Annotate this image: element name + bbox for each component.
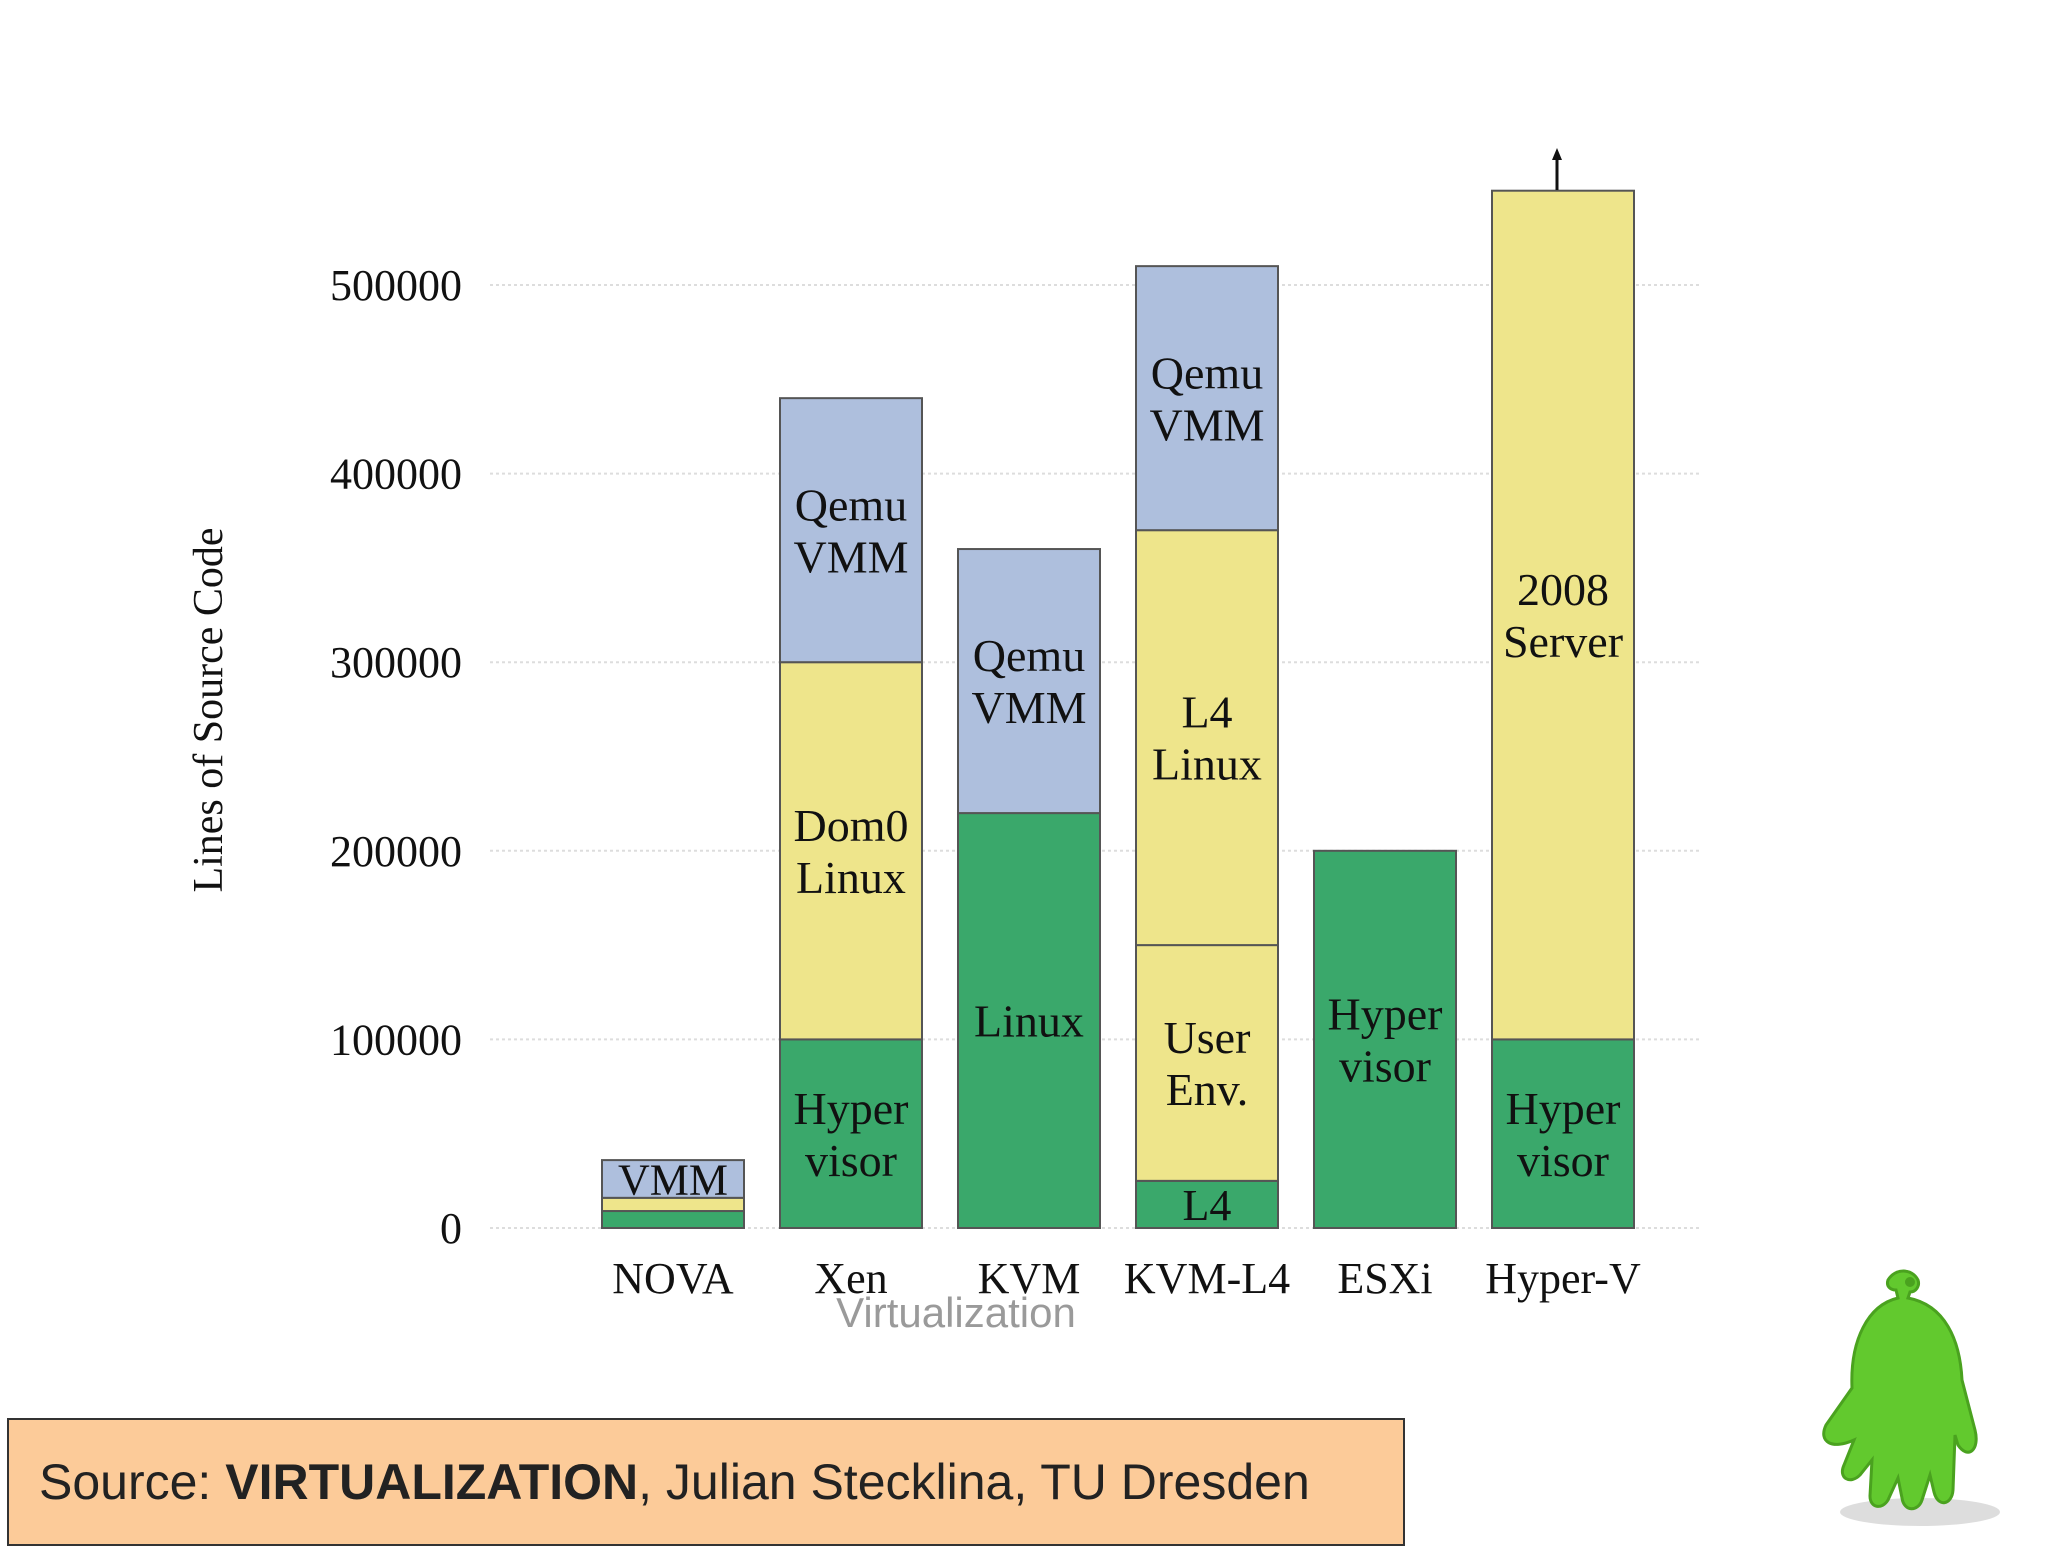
segment-label: 2008 Server bbox=[1503, 564, 1623, 667]
source-citation: Source: VIRTUALIZATION, Julian Stecklina… bbox=[7, 1418, 1405, 1546]
bar-kvm: Linux Qemu VMM bbox=[957, 548, 1101, 1230]
bar-segment bbox=[779, 1038, 923, 1230]
bar-segment bbox=[1135, 265, 1279, 532]
overflow-arrow-icon bbox=[1552, 148, 1562, 190]
bar-segment bbox=[1135, 944, 1279, 1182]
source-suffix: , Julian Stecklina, TU Dresden bbox=[638, 1454, 1310, 1510]
segment-label: Hyper visor bbox=[1328, 989, 1443, 1092]
segment-label: Qemu VMM bbox=[1149, 347, 1264, 450]
segment-label: Qemu VMM bbox=[971, 630, 1086, 733]
segment-label: Hyper visor bbox=[794, 1083, 909, 1186]
segment-label: VMM bbox=[618, 1155, 728, 1204]
bar-segment bbox=[1135, 529, 1279, 947]
source-prefix: Source: bbox=[39, 1454, 226, 1510]
segment-label: User Env. bbox=[1164, 1012, 1251, 1115]
bar-nova: VMM bbox=[601, 1155, 745, 1229]
x-tick-label: ESXi bbox=[1337, 1254, 1432, 1303]
bar-segment bbox=[1491, 189, 1635, 1041]
segment-label: Qemu VMM bbox=[793, 479, 908, 582]
segment-label: Linux bbox=[974, 996, 1084, 1047]
bar-esxi: Hyper visor bbox=[1313, 849, 1457, 1229]
green-android-mascot-icon bbox=[1822, 1269, 2000, 1526]
source-title: VIRTUALIZATION bbox=[225, 1454, 639, 1510]
segment-label: L4 Linux bbox=[1152, 687, 1262, 790]
bar-segment bbox=[1313, 849, 1457, 1229]
y-axis-label: Lines of Source Code bbox=[186, 527, 232, 892]
x-tick-label: Xen bbox=[814, 1254, 887, 1303]
x-tick-label: KVM bbox=[978, 1254, 1081, 1303]
bar-segment bbox=[601, 1210, 745, 1229]
x-tick-label: NOVA bbox=[612, 1254, 734, 1303]
y-tick-label: 500000 bbox=[330, 261, 462, 310]
y-tick-label: 100000 bbox=[330, 1015, 462, 1064]
y-tick-label: 400000 bbox=[330, 450, 462, 499]
bar-segment bbox=[1491, 1038, 1635, 1230]
segment-label: L4 bbox=[1183, 1181, 1232, 1230]
x-axis-label: Virtualization bbox=[836, 1289, 1076, 1336]
x-tick-label: KVM-L4 bbox=[1124, 1254, 1290, 1303]
segment-label: Hyper visor bbox=[1506, 1083, 1621, 1186]
bars: VMM Hyper visor Dom0 Linux Qemu VMM Linux Qemu VM… bbox=[601, 189, 1635, 1230]
y-tick-label: 0 bbox=[440, 1204, 462, 1253]
bar-hyper-v: Hyper visor 2008 Server bbox=[1491, 189, 1635, 1230]
bar-segment bbox=[957, 548, 1101, 815]
segment-label: Dom0 Linux bbox=[794, 800, 909, 903]
bar-segment bbox=[779, 397, 923, 664]
bar-segment bbox=[601, 1159, 745, 1199]
x-tick-label: Hyper-V bbox=[1485, 1254, 1641, 1303]
y-tick-label: 300000 bbox=[330, 638, 462, 687]
x-tick-labels: NOVA Xen KVM KVM-L4 ESXi Hyper-V bbox=[612, 1254, 1641, 1303]
stacked-bar-chart: 0 100000 200000 300000 400000 500000 Lines of… bbox=[186, 148, 1700, 1336]
bar-kvm-l4: L4 User Env. L4 Linux Qemu VMM bbox=[1135, 265, 1279, 1230]
bar-xen: Hyper visor Dom0 Linux Qemu VMM bbox=[779, 397, 923, 1230]
y-tick-labels: 0 100000 200000 300000 400000 500000 bbox=[330, 261, 462, 1253]
y-tick-label: 200000 bbox=[330, 827, 462, 876]
